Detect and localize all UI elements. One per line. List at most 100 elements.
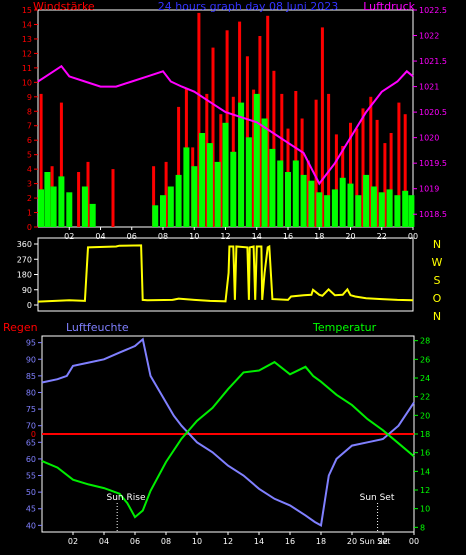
compass-label: S <box>434 274 441 287</box>
gust-bar <box>403 114 407 227</box>
temperature-tick-label: 28 <box>420 337 430 346</box>
pressure-tick-label: 1022.5 <box>419 6 447 15</box>
compass-label: O <box>433 292 442 305</box>
rain-tick-label: 0 <box>31 430 36 439</box>
wind-bar <box>292 160 299 227</box>
wind-tick-label: 9 <box>27 93 32 102</box>
wind-tick-label: 2 <box>27 194 32 203</box>
hour-tick-label: 02 <box>64 232 74 241</box>
wind-tick-label: 12 <box>22 49 32 58</box>
humidity-tick-label: 80 <box>26 388 36 397</box>
pressure-tick-label: 1020.5 <box>419 108 447 117</box>
compass-label: N <box>433 238 441 251</box>
bottom-right-label: Sun Set <box>360 537 391 546</box>
wind-tick-label: 8 <box>27 107 32 116</box>
hour-tick-label: 10 <box>192 537 202 546</box>
humidity-tick-label: 40 <box>26 521 36 530</box>
temperature-tick-label: 14 <box>420 467 430 476</box>
direction-line <box>37 244 414 303</box>
wind-bar <box>50 186 57 227</box>
wind-bar <box>370 186 377 227</box>
gust-bar <box>306 160 310 227</box>
wind-tick-label: 5 <box>27 151 32 160</box>
wind-axis-label: Windstärke <box>33 0 95 13</box>
wind-bar <box>58 176 65 227</box>
gust-bar <box>197 12 201 228</box>
humidity-tick-label: 85 <box>26 372 36 381</box>
humidity-tick-label: 65 <box>26 438 36 447</box>
gust-bar <box>252 89 256 227</box>
gust-bar <box>375 119 379 227</box>
temperature-tick-label: 22 <box>420 393 430 402</box>
wind-bar <box>378 192 385 227</box>
wind-bar <box>394 195 401 227</box>
hour-tick-label: 04 <box>99 537 109 546</box>
humidity-tick-label: 70 <box>26 422 36 431</box>
hour-tick-label: 12 <box>223 537 233 546</box>
temperature-tick-label: 24 <box>420 374 430 383</box>
wind-bar <box>386 189 393 227</box>
pressure-tick-label: 1020 <box>419 134 439 143</box>
wind-tick-label: 3 <box>27 180 32 189</box>
compass-label: N <box>433 310 441 323</box>
gust-bar <box>39 93 43 228</box>
hour-tick-label: 16 <box>283 232 293 241</box>
gust-bar <box>211 47 215 227</box>
hour-tick-label: 14 <box>254 537 264 546</box>
wind-bar <box>167 186 174 227</box>
hour-tick-label: 18 <box>316 537 326 546</box>
gust-bar <box>177 106 181 227</box>
hour-tick-label: 06 <box>130 537 140 546</box>
wind-tick-label: 15 <box>22 6 32 15</box>
hour-tick-label: 06 <box>127 232 137 241</box>
humidity-tick-label: 45 <box>26 505 36 514</box>
gust-bar <box>300 118 304 227</box>
wind-bar <box>300 174 307 227</box>
gust-bar <box>280 93 284 228</box>
wind-tick-label: 4 <box>27 165 32 174</box>
wind-bar <box>183 147 190 227</box>
wind-bar <box>38 189 45 227</box>
hour-tick-label: 02 <box>68 537 78 546</box>
hour-tick-label: 04 <box>95 232 105 241</box>
rain-humidity-temperature-panel: 4045505560657075808590950810121416182022… <box>3 321 430 546</box>
temperature-tick-label: 12 <box>420 486 430 495</box>
wind-bar <box>89 203 96 227</box>
wind-bar <box>199 133 206 227</box>
wind-bar <box>44 172 51 227</box>
sunrise-annotation: Sun Rise <box>107 493 146 503</box>
pressure-tick-label: 1018.5 <box>419 210 447 219</box>
wind-tick-label: 13 <box>22 35 32 44</box>
hour-tick-label: 12 <box>220 232 230 241</box>
humidity-tick-label: 50 <box>26 488 36 497</box>
wind-pressure-panel: 01234567891011121314151018.510191019.510… <box>22 0 447 241</box>
rain-humidity-temperature-ticks: 4045505560657075808590950810121416182022… <box>26 337 430 546</box>
hour-tick-label: 14 <box>252 232 262 241</box>
wind-bar <box>285 172 291 227</box>
temperature-tick-label: 20 <box>420 411 430 420</box>
wind-bar <box>269 148 276 227</box>
wind-bar <box>66 192 73 227</box>
humidity-tick-label: 55 <box>26 472 36 481</box>
humidity-tick-label: 60 <box>26 455 36 464</box>
wind-bar <box>339 177 346 227</box>
wind-bar <box>238 102 245 227</box>
wind-tick-label: 0 <box>27 223 32 232</box>
gust-bar <box>111 169 115 227</box>
gust-bar <box>294 91 298 227</box>
gust-bar <box>397 102 401 227</box>
humidity-label: Luftfeuchte <box>66 321 129 334</box>
wind-pressure-ticks: 01234567891011121314151018.510191019.510… <box>22 6 447 241</box>
wind-bar <box>152 205 159 227</box>
pressure-tick-label: 1019.5 <box>419 159 447 168</box>
gust-bar <box>383 143 387 227</box>
pressure-line <box>37 64 414 186</box>
gust-bar <box>258 36 262 227</box>
direction-tick-label: 360 <box>17 240 32 249</box>
wind-tick-label: 7 <box>27 122 32 131</box>
gust-bar <box>219 114 223 227</box>
gust-bar <box>59 102 63 227</box>
wind-bar <box>222 122 229 227</box>
